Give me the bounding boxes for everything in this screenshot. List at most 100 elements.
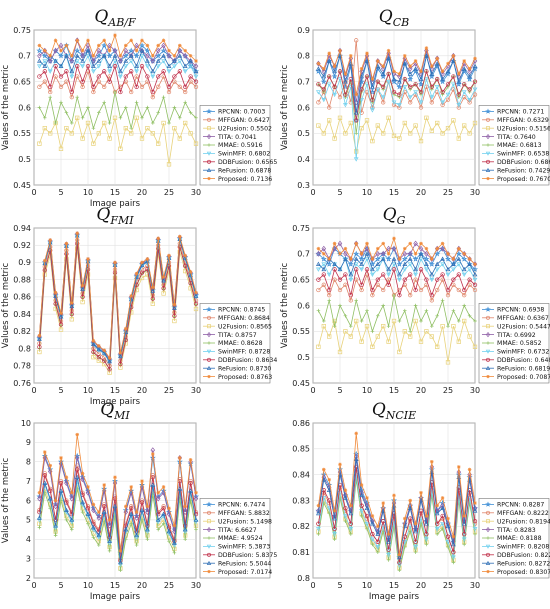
data-point [118,351,123,355]
data-point [166,52,172,59]
data-point [160,487,167,494]
data-point [445,97,451,102]
data-point [456,339,461,344]
data-point [462,59,466,63]
data-point [434,510,440,516]
x-tick-label: 20 [416,188,426,197]
data-point [134,515,139,521]
data-point [370,293,375,298]
data-point [386,272,391,278]
data-point [467,257,472,261]
data-point [429,334,434,339]
data-point [178,43,182,48]
legend-marker [485,501,491,507]
data-point [37,52,42,59]
data-point [316,287,321,293]
y-tick-label: 7 [26,477,31,486]
data-point [391,262,397,267]
data-point [112,64,118,69]
data-point [446,324,450,328]
data-point [359,261,364,266]
legend-marker [486,357,490,362]
data-point [48,89,53,95]
data-point [376,246,380,251]
data-point [402,277,407,282]
data-point [429,277,435,283]
y-axis-label: Values of the metric [1,457,11,543]
chart-title: QMI [100,400,130,422]
data-point [102,348,106,353]
data-point [332,516,337,521]
data-point [473,79,477,84]
data-point [183,100,187,105]
legend-entry: RPCNN: 0.8745 [218,307,265,314]
data-point [75,231,79,235]
data-point [407,250,413,257]
data-point [134,271,139,276]
data-point [327,334,332,339]
data-point [69,58,75,64]
data-point [402,250,408,257]
data-point [440,521,445,527]
legend-marker [485,151,491,156]
data-point [172,540,177,545]
data-point [461,66,467,71]
data-point [374,255,381,262]
data-point [413,266,418,272]
series-ddbfusion [316,464,478,565]
series-line-mmae [318,479,476,571]
data-point [43,116,47,120]
data-point [429,293,434,298]
data-point [472,519,478,524]
x-tick-label: 15 [110,188,120,197]
data-point [316,527,321,532]
data-point [418,100,424,105]
data-point [161,42,166,49]
data-point [134,535,139,540]
data-point [86,105,90,110]
data-point [338,303,342,308]
data-point [386,115,391,120]
data-point [322,66,326,71]
data-point [446,85,450,89]
data-point [408,272,413,277]
data-point [59,456,63,460]
data-point [370,514,375,518]
data-point [129,294,133,298]
y-tick-label: 0.88 [13,275,31,284]
data-point [413,59,418,63]
data-point [58,42,64,49]
series-mffgan [316,272,478,303]
data-point [134,100,139,105]
data-point [445,293,451,298]
data-point [467,87,472,92]
x-tick-label: 20 [416,581,426,590]
data-point [43,258,47,263]
data-point [354,241,358,246]
legend-entry: MMAE: 4.9524 [218,535,263,542]
data-point [107,358,112,364]
legend-entry: DDBFusion: 0.6482 [497,357,550,364]
legend-box [199,498,271,579]
data-point [42,126,47,131]
legend-marker [485,349,491,354]
data-point [183,120,188,126]
data-point [444,255,452,262]
data-point [42,63,48,68]
data-point [167,253,171,258]
data-point [91,54,96,58]
data-point [321,68,327,75]
data-point [375,267,381,272]
x-tick-label: 0 [31,581,36,590]
data-point [451,282,456,287]
data-point [376,550,380,554]
data-point [327,287,332,293]
data-point [354,298,358,303]
data-point [47,468,53,475]
data-point [172,523,177,528]
data-point [37,105,42,110]
data-point [439,78,446,85]
data-point [472,344,478,349]
data-point [107,121,112,125]
